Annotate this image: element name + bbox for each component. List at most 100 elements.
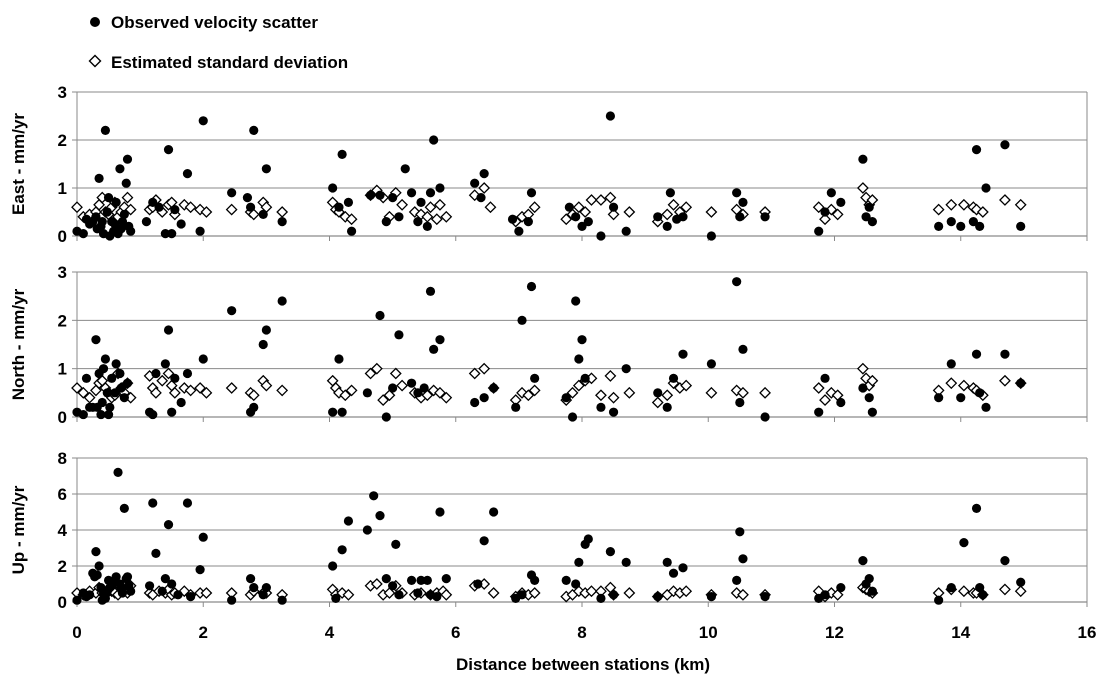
data-point-estimated — [680, 379, 693, 392]
data-point-estimated — [225, 382, 238, 394]
data-point-observed — [1000, 349, 1010, 359]
data-point-observed — [605, 111, 616, 121]
data-point-estimated — [607, 391, 620, 404]
data-point-observed — [571, 296, 581, 306]
data-point-estimated — [225, 203, 238, 216]
y-tick-label: 2 — [58, 557, 67, 576]
data-point-observed — [665, 188, 675, 198]
data-point-estimated — [999, 583, 1011, 596]
y-tick-label: 0 — [58, 408, 67, 427]
data-point-observed — [249, 402, 259, 412]
data-point-observed — [160, 359, 170, 369]
data-point-observed — [227, 188, 237, 198]
data-point-estimated — [945, 198, 958, 211]
data-point-estimated — [342, 588, 355, 601]
data-point-observed — [514, 226, 524, 236]
data-point-estimated — [377, 394, 390, 407]
y-tick-label: 2 — [58, 311, 67, 330]
data-point-observed — [517, 590, 527, 600]
data-point-observed — [706, 592, 717, 602]
data-point-observed — [91, 335, 101, 345]
data-point-observed — [107, 373, 117, 383]
data-point-observed — [971, 145, 982, 155]
data-point-observed — [111, 359, 121, 369]
data-point-observed — [934, 595, 944, 605]
data-point-observed — [867, 217, 877, 227]
data-point-observed — [968, 217, 978, 227]
data-point-observed — [441, 574, 451, 584]
data-point-observed — [429, 344, 439, 354]
data-point-observed — [946, 583, 956, 593]
data-point-observed — [78, 229, 88, 239]
data-point-estimated — [623, 587, 636, 599]
data-point-estimated — [579, 206, 592, 218]
data-point-observed — [394, 212, 404, 222]
data-point-observed — [621, 226, 631, 236]
data-point-observed — [328, 183, 338, 193]
data-point-estimated — [364, 367, 377, 380]
data-point-observed — [596, 402, 606, 412]
data-point-observed — [858, 383, 868, 393]
data-point-observed — [608, 590, 619, 600]
data-point-estimated — [276, 384, 289, 397]
x-tick-label: 8 — [577, 623, 586, 642]
data-point-estimated — [866, 374, 879, 387]
data-point-observed — [98, 364, 109, 374]
data-point-observed — [564, 202, 574, 212]
data-point-observed — [119, 209, 129, 219]
data-point-observed — [343, 197, 354, 207]
data-point-observed — [975, 388, 985, 398]
data-point-estimated — [976, 206, 989, 218]
data-point-observed — [116, 383, 126, 393]
data-point-estimated — [468, 367, 481, 380]
data-point-estimated — [149, 386, 162, 399]
data-point-observed — [738, 554, 748, 564]
data-point-observed — [102, 388, 112, 398]
data-point-observed — [119, 393, 129, 403]
data-point-estimated — [957, 198, 970, 211]
data-point-observed — [148, 197, 158, 207]
data-point-estimated — [383, 587, 396, 599]
data-point-observed — [394, 590, 404, 600]
data-point-estimated — [370, 362, 383, 375]
data-point-observed — [328, 561, 338, 571]
data-point-observed — [978, 590, 988, 600]
data-point-observed — [416, 575, 426, 586]
data-point-observed — [170, 373, 180, 383]
data-point-estimated — [430, 213, 443, 226]
data-point-observed — [574, 557, 584, 568]
data-point-observed — [388, 383, 398, 393]
data-point-observed — [102, 207, 112, 217]
data-point-observed — [435, 507, 445, 517]
data-point-observed — [836, 583, 846, 593]
data-point-observed — [227, 595, 237, 605]
data-point-estimated — [737, 386, 749, 399]
y-tick-label: 3 — [58, 83, 67, 102]
data-point-observed — [198, 116, 208, 126]
data-point-estimated — [440, 210, 453, 223]
data-point-observed — [959, 538, 969, 548]
data-point-observed — [934, 221, 944, 231]
data-point-observed — [567, 412, 578, 422]
data-point-observed — [346, 226, 357, 236]
data-point-observed — [621, 364, 631, 374]
data-point-observed — [163, 520, 174, 530]
data-point-estimated — [730, 384, 743, 397]
series-observed — [72, 467, 1026, 605]
data-point-observed — [517, 315, 527, 325]
data-point-estimated — [184, 201, 197, 214]
data-point-estimated — [156, 374, 169, 387]
data-point-observed — [425, 286, 436, 296]
data-point-estimated — [383, 389, 396, 402]
data-point-observed — [78, 409, 88, 420]
data-point-observed — [126, 226, 136, 236]
data-point-observed — [331, 593, 341, 604]
data-point-observed — [435, 335, 445, 345]
data-point-estimated — [168, 386, 181, 399]
data-point-estimated — [528, 201, 541, 214]
data-point-observed — [735, 397, 745, 408]
data-point-observed — [561, 575, 571, 586]
data-point-observed — [523, 217, 533, 227]
data-point-observed — [653, 212, 663, 222]
